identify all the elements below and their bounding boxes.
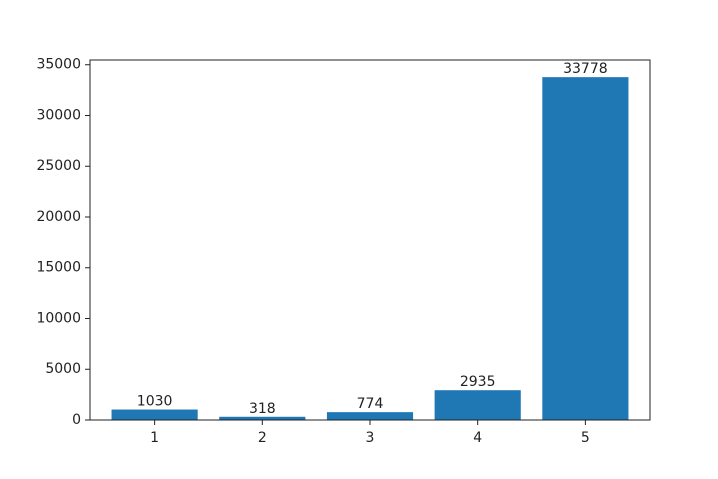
- data-label: 33778: [563, 61, 608, 77]
- x-tick-label: 4: [473, 430, 482, 446]
- bar: [219, 416, 306, 420]
- y-tick-label: 25000: [36, 158, 81, 174]
- y-tick-label: 5000: [45, 361, 81, 377]
- data-label: 774: [357, 396, 384, 412]
- x-tick-label: 2: [258, 430, 267, 446]
- x-tick-label: 1: [150, 430, 159, 446]
- bar: [434, 390, 521, 420]
- y-tick-label: 35000: [36, 57, 81, 73]
- data-label: 1030: [137, 394, 173, 410]
- plot-frame: [89, 59, 651, 421]
- bar: [326, 412, 414, 420]
- bar: [111, 409, 198, 420]
- x-tick-label: 3: [366, 430, 375, 446]
- y-tick-label: 0: [72, 412, 81, 428]
- data-label: 318: [249, 401, 276, 417]
- y-tick-label: 20000: [36, 209, 81, 225]
- y-tick-label: 30000: [36, 107, 81, 123]
- y-tick-label: 15000: [36, 260, 81, 276]
- x-tick-label: 5: [581, 430, 590, 446]
- bar: [542, 77, 629, 420]
- y-tick-label: 10000: [36, 310, 81, 326]
- data-label: 2935: [460, 374, 496, 390]
